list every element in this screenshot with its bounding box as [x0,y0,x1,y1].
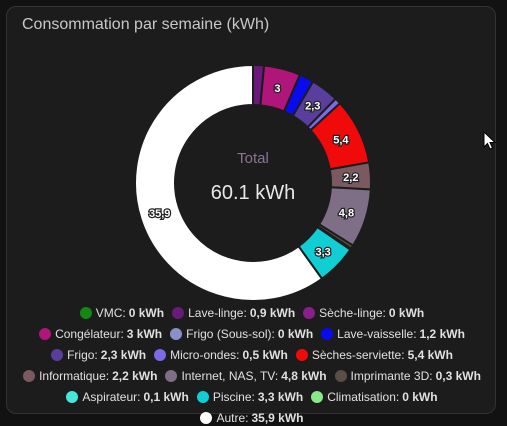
legend-dot [23,369,36,382]
legend-label: Lave-vaisselle: [337,326,417,341]
legend-dot [200,411,213,424]
legend-item-frigo-sous-sol[interactable]: Frigo (Sous-sol): 0 kWh [170,325,313,342]
legend-dot [196,390,209,403]
legend-label: Autre: [216,410,249,425]
legend-item-seches-serviette[interactable]: Sèches-serviette: 5,4 kWh [295,346,453,363]
legend-value: 0,3 kWh [435,368,481,383]
legend-item-congelateur[interactable]: Congélateur: 3 kWh [39,325,162,342]
card-title: Consommation par semaine (kWh) [22,16,270,33]
legend-item-imprimante-3d[interactable]: Imprimante 3D: 0,3 kWh [334,367,481,384]
legend-item-frigo[interactable]: Frigo: 2,3 kWh [51,346,146,363]
legend-value: 0,9 kWh [249,305,296,320]
legend-label: Sèches-serviette: [311,347,405,362]
legend-value: 2,2 kWh [112,368,158,383]
legend-dot [321,327,334,340]
slice-label-congelateur: 3 [274,83,280,95]
slice-label-autre: 35,9 [149,208,170,220]
legend-item-lave-linge[interactable]: Lave-linge: 0,9 kWh [172,304,295,321]
legend-value: 3 kWh [126,326,163,341]
legend-value: 4,8 kWh [281,368,327,383]
legend-value: 0 kWh [128,305,165,320]
legend-dot [170,327,183,340]
slice-label-internet-nas-tv: 4,8 [339,208,354,220]
slice-label-frigo: 2,3 [305,100,320,112]
legend-label: Lave-linge: [188,305,247,320]
legend-dot [334,369,347,382]
legend-value: 0,1 kWh [143,389,189,404]
slice-label-seches-serviette: 5,4 [333,135,349,147]
legend-dot [154,348,167,361]
legend-item-informatique[interactable]: Informatique: 2,2 kWh [23,367,157,384]
energy-card: Consommation par semaine (kWh) 3 2,3 5,4 2,… [6,6,496,425]
legend-label: Aspirateur: [82,389,141,404]
slice-label-informatique: 2,2 [343,172,358,184]
legend-item-piscine[interactable]: Piscine: 3,3 kWh [196,388,304,405]
legend-item-lave-vaisselle[interactable]: Lave-vaisselle: 1,2 kWh [321,325,465,342]
legend-dot [303,306,316,319]
legend-item-aspirateur[interactable]: Aspirateur: 0,1 kWh [66,388,189,405]
mouse-cursor-icon [483,131,497,150]
legend-label: Imprimante 3D: [350,368,433,383]
legend-item-micro-ondes[interactable]: Micro-ondes: 0,5 kWh [154,346,288,363]
legend-value: 0 kWh [277,326,314,341]
legend-item-vmc[interactable]: VMC: 0 kWh [79,304,165,321]
legend-label: Informatique: [39,368,110,383]
legend-label: Frigo: [67,347,98,362]
legend-label: Piscine: [212,389,255,404]
legend-dot [295,348,308,361]
legend-value: 0 kWh [388,305,425,320]
legend-dot [172,306,185,319]
legend-dot [79,306,92,319]
center-label: Total [237,150,269,167]
legend-item-autre[interactable]: Autre: 35,9 kWh [200,409,304,426]
legend-value: 3,3 kWh [257,389,304,404]
legend-label: Congélateur: [55,326,124,341]
legend-label: Internet, NAS, TV: [181,368,279,383]
legend-value: 1,2 kWh [419,326,465,341]
legend-dot [39,327,52,340]
legend-item-climatisation[interactable]: Climatisation: 0 kWh [311,388,438,405]
legend-value: 0 kWh [402,389,438,404]
donut-chart: 3 2,3 5,4 2,2 4,8 3,3 35,9 Total 60.1 kWh [134,63,372,302]
legend-label: Micro-ondes: [170,347,240,362]
legend-item-internet-nas-tv[interactable]: Internet, NAS, TV: 4,8 kWh [165,367,327,384]
legend-label: VMC: [95,305,126,320]
slice-label-piscine: 3,3 [315,246,330,258]
legend-label: Sèche-linge: [319,305,386,320]
legend-item-seche-linge[interactable]: Sèche-linge: 0 kWh [303,304,424,321]
legend-label: Frigo (Sous-sol): [186,326,275,341]
legend-dot [51,348,64,361]
legend-label: Climatisation: [327,389,400,404]
legend-value: 2,3 kWh [100,347,147,362]
legend-dot [311,390,324,403]
slice-autre[interactable] [134,63,324,302]
chart-legend: VMC: 0 kWh Lave-linge: 0,9 kWh Sèche-linge: 0… [17,304,487,426]
legend-value: 35,9 kWh [251,410,304,425]
legend-dot [66,390,79,403]
center-value: 60.1 kWh [211,182,295,204]
legend-value: 0,5 kWh [242,347,288,362]
legend-dot [165,369,178,382]
legend-value: 5,4 kWh [407,347,453,362]
